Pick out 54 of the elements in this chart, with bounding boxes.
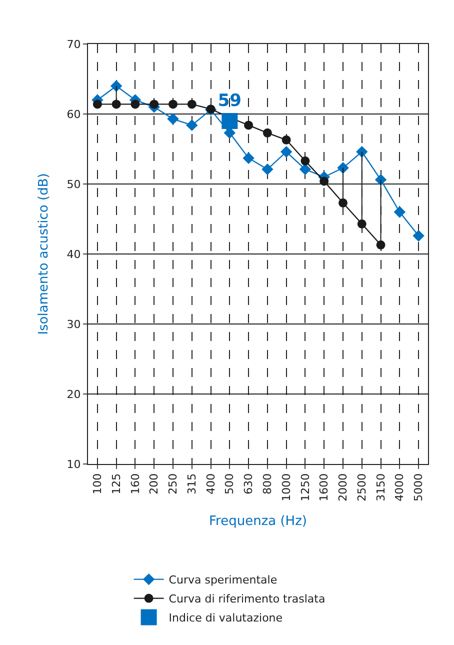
legend-label: Curva di riferimento traslata bbox=[168, 592, 326, 606]
point bbox=[280, 146, 292, 158]
legend-label: Curva sperimentale bbox=[168, 574, 278, 587]
point bbox=[168, 100, 178, 109]
point bbox=[242, 152, 254, 164]
y-tick-label: 50 bbox=[66, 178, 81, 191]
point bbox=[262, 163, 274, 176]
x-tick-label: 315 bbox=[185, 473, 198, 494]
x-tick-label: 3150 bbox=[374, 473, 388, 502]
x-tick-label: 400 bbox=[204, 473, 218, 494]
point bbox=[412, 230, 424, 242]
point bbox=[186, 119, 198, 132]
point bbox=[244, 120, 254, 130]
x-tick-label: 500 bbox=[223, 473, 236, 494]
y-tick-label: 40 bbox=[66, 248, 81, 261]
x-tick-label: 250 bbox=[166, 473, 180, 494]
point bbox=[130, 100, 140, 109]
x-tick-label: 1250 bbox=[298, 473, 312, 502]
data-label: 59 bbox=[218, 90, 242, 111]
y-tick-label: 20 bbox=[66, 388, 81, 401]
point bbox=[112, 100, 121, 109]
point bbox=[262, 128, 272, 138]
point bbox=[394, 206, 406, 218]
x-tick-label: 1000 bbox=[280, 473, 293, 502]
point bbox=[300, 156, 310, 166]
y-tick-label: 70 bbox=[66, 38, 81, 51]
x-tick-label: 5000 bbox=[412, 473, 426, 502]
point bbox=[92, 100, 102, 109]
point bbox=[357, 219, 366, 228]
x-tick-label: 630 bbox=[242, 473, 256, 494]
point bbox=[110, 80, 122, 92]
y-tick-label: 30 bbox=[66, 318, 81, 331]
x-tick-label: 4000 bbox=[393, 473, 406, 502]
point bbox=[320, 176, 329, 186]
legend-label: Indice di valutazione bbox=[168, 612, 283, 625]
y-tick-label: 60 bbox=[66, 108, 81, 121]
point bbox=[376, 240, 386, 250]
x-tick-label: 1600 bbox=[318, 473, 331, 502]
y-axis-title: Isolamento acustico (dB) bbox=[36, 173, 52, 335]
point bbox=[282, 135, 291, 144]
x-tick-label: 800 bbox=[261, 473, 274, 494]
x-tick-label: 160 bbox=[128, 473, 142, 494]
x-tick-label: 200 bbox=[148, 473, 161, 494]
y-tick-label: 10 bbox=[66, 458, 81, 471]
point bbox=[338, 198, 348, 208]
x-tick-label: 100 bbox=[91, 473, 104, 494]
x-tick-label: 125 bbox=[110, 473, 123, 494]
point bbox=[167, 113, 179, 125]
x-axis-title: Frequenza (Hz) bbox=[209, 514, 307, 529]
point bbox=[150, 100, 159, 109]
point bbox=[356, 146, 368, 158]
x-tick-label: 2000 bbox=[336, 473, 350, 502]
point bbox=[187, 100, 196, 109]
x-tick-label: 2500 bbox=[355, 473, 368, 502]
